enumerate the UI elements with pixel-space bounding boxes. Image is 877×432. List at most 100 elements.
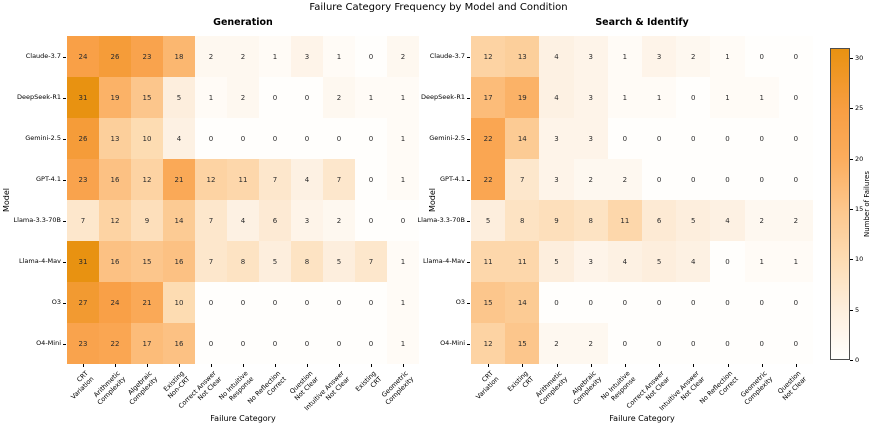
cell-value: 0 xyxy=(759,52,764,61)
heatmap-cell: 1 xyxy=(744,241,779,282)
y-tick-label: O3 xyxy=(51,298,61,306)
heatmap-cell: 5 xyxy=(163,77,195,118)
cell-value: 2 xyxy=(759,216,764,225)
cell-value: 0 xyxy=(272,134,278,143)
cell-value: 0 xyxy=(656,298,662,307)
heatmap-cell: 23 xyxy=(67,159,99,200)
heatmap-cell: 4 xyxy=(676,241,711,282)
cell-value: 0 xyxy=(240,339,246,348)
heatmap-cell: 6 xyxy=(642,200,677,241)
heatmap-cell: 5 xyxy=(676,200,711,241)
figure-title: Failure Category Frequency by Model and … xyxy=(309,2,568,13)
cell-value: 0 xyxy=(691,134,696,143)
cell-value: 3 xyxy=(554,134,559,143)
heatmap-cell: 1 xyxy=(195,77,227,118)
cell-value: 0 xyxy=(368,52,374,61)
cell-value: 19 xyxy=(517,93,527,102)
heatmap-cell: 14 xyxy=(163,200,195,241)
heatmap-cell: 2 xyxy=(607,159,642,200)
cell-value: 31 xyxy=(78,257,88,266)
heatmap-cell: 16 xyxy=(99,241,131,282)
heatmap-cell: 0 xyxy=(642,159,677,200)
cell-value: 0 xyxy=(304,339,310,348)
heatmap-cell: 0 xyxy=(355,36,387,77)
cell-value: 0 xyxy=(336,298,342,307)
cell-value: 0 xyxy=(336,339,342,348)
cell-value: 0 xyxy=(622,134,628,143)
x-tick-mark xyxy=(659,364,661,367)
heatmap-cell: 4 xyxy=(607,241,642,282)
heatmap-cell: 0 xyxy=(291,323,323,364)
heatmap-cell: 0 xyxy=(291,282,323,323)
cell-value: 0 xyxy=(793,93,799,102)
y-tick-label: Claude-3.7 xyxy=(25,52,61,60)
y-tick-mark xyxy=(63,97,66,99)
cell-value: 3 xyxy=(304,52,310,61)
y-tick-label: DeepSeek-R1 xyxy=(16,93,61,101)
y-tick-mark xyxy=(63,261,66,263)
x-tick-mark xyxy=(115,364,116,367)
cell-value: 10 xyxy=(174,298,184,307)
heatmap-cell: 0 xyxy=(387,200,419,241)
heatmap-cell: 7 xyxy=(323,159,355,200)
heatmap-cell: 0 xyxy=(355,323,387,364)
heatmap-cell: 23 xyxy=(131,36,163,77)
cell-value: 12 xyxy=(110,216,120,225)
cell-value: 22 xyxy=(110,339,120,348)
x-tick-mark xyxy=(761,364,763,367)
colorbar xyxy=(830,48,850,360)
heatmap-cell: 0 xyxy=(227,282,259,323)
heatmap-cell: 17 xyxy=(471,77,506,118)
heatmap-cell: 7 xyxy=(195,241,227,282)
x-tick-label: No Reflection Correct xyxy=(245,369,288,406)
colorbar-label: Number of Failures xyxy=(863,171,871,237)
cell-value: 2 xyxy=(793,216,799,225)
heatmap-cell: 2 xyxy=(676,36,711,77)
cell-value: 0 xyxy=(208,339,214,348)
colorbar-tick-label: 0 xyxy=(855,356,860,364)
cell-value: 0 xyxy=(691,298,696,307)
heatmap-cell: 8 xyxy=(291,241,323,282)
cell-value: 1 xyxy=(368,93,374,102)
heatmap-cell: 0 xyxy=(195,118,227,159)
cell-value: 24 xyxy=(110,298,120,307)
heatmap-cell: 22 xyxy=(471,159,506,200)
heatmap-cell: 0 xyxy=(710,241,745,282)
cell-value: 2 xyxy=(400,52,406,61)
cell-value: 0 xyxy=(793,175,799,184)
heatmap-cell: 4 xyxy=(539,36,574,77)
x-tick-mark xyxy=(83,364,84,367)
cell-value: 2 xyxy=(240,52,246,61)
cell-value: 5 xyxy=(176,93,182,102)
cell-value: 0 xyxy=(759,339,764,348)
cell-value: 2 xyxy=(554,339,559,348)
cell-value: 0 xyxy=(622,339,628,348)
cell-value: 1 xyxy=(656,93,662,102)
x-tick-label: Geometric Complexity xyxy=(738,369,775,407)
heatmap-cell: 0 xyxy=(778,77,813,118)
y-tick-mark xyxy=(63,179,66,181)
cell-value: 9 xyxy=(554,216,559,225)
cell-value: 2 xyxy=(336,93,342,102)
cell-value: 3 xyxy=(588,52,593,61)
cell-value: 15 xyxy=(142,257,152,266)
heatmap-cell: 1 xyxy=(778,241,813,282)
heatmap-cell: 0 xyxy=(744,159,779,200)
cell-value: 0 xyxy=(759,175,764,184)
cell-value: 0 xyxy=(272,298,278,307)
y-tick-mark xyxy=(467,56,470,58)
heatmap-cell: 1 xyxy=(387,118,419,159)
cell-value: 1 xyxy=(400,257,406,266)
y-tick-mark xyxy=(63,220,66,222)
heatmap-cell: 24 xyxy=(99,282,131,323)
heatmap-cell: 1 xyxy=(355,77,387,118)
heatmap-cell: 24 xyxy=(67,36,99,77)
y-tick-label: O4-Mini xyxy=(440,339,465,347)
cell-value: 5 xyxy=(272,257,278,266)
cell-value: 0 xyxy=(368,175,374,184)
cell-value: 1 xyxy=(400,175,406,184)
cell-value: 0 xyxy=(208,134,214,143)
heatmap-cell: 4 xyxy=(710,200,745,241)
heatmap-cell: 11 xyxy=(227,159,259,200)
cell-value: 26 xyxy=(78,134,88,143)
